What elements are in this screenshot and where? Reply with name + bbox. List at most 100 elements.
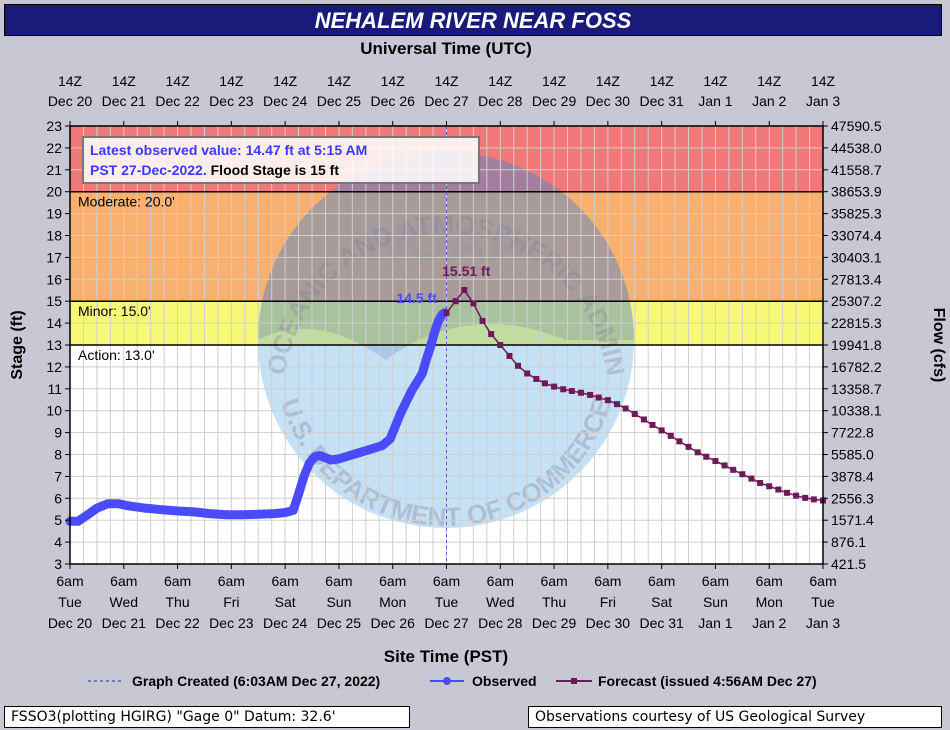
forecast-point xyxy=(640,416,647,423)
forecast-point xyxy=(766,483,773,490)
bottom-tick-date: Dec 22 xyxy=(155,615,200,631)
y-tick-label: 12 xyxy=(46,359,62,375)
top-tick-date: Jan 3 xyxy=(806,93,840,109)
y-tick-label: 21 xyxy=(46,162,62,178)
flow-tick-label: 421.5 xyxy=(831,556,866,572)
top-tick-time: 14Z xyxy=(58,73,83,89)
forecast-point xyxy=(497,342,504,348)
top-tick-date: Dec 27 xyxy=(424,93,469,109)
y-tick-label: 5 xyxy=(54,512,62,528)
bottom-tick-date: Jan 2 xyxy=(752,615,786,631)
y-tick-label: 17 xyxy=(46,249,62,265)
legend-created-label: Graph Created (6:03AM Dec 27, 2022) xyxy=(132,673,380,689)
top-tick-time: 14Z xyxy=(327,73,352,89)
flow-tick-label: 33074.4 xyxy=(831,228,882,244)
bottom-tick-time: 6am xyxy=(648,573,675,589)
forecast-point xyxy=(694,449,701,456)
top-tick-date: Dec 24 xyxy=(263,93,308,109)
forecast-point xyxy=(622,405,629,412)
flow-tick-label: 5585.0 xyxy=(831,447,874,463)
top-tick-time: 14Z xyxy=(112,73,137,89)
bottom-tick-day: Mon xyxy=(756,594,783,610)
forecast-point xyxy=(479,317,486,324)
forecast-point xyxy=(443,309,450,316)
forecast-point xyxy=(649,421,656,428)
bottom-tick-time: 6am xyxy=(56,573,83,589)
y-tick-label: 19 xyxy=(46,206,62,222)
threshold-label-action: Action: 13.0' xyxy=(78,347,155,363)
bottom-tick-day: Sun xyxy=(326,594,351,610)
top-tick-time: 14Z xyxy=(434,73,459,89)
forecast-point xyxy=(783,489,790,496)
top-tick-date: Jan 2 xyxy=(752,93,786,109)
forecast-point xyxy=(793,492,800,499)
forecast-point xyxy=(488,331,495,338)
forecast-point xyxy=(658,427,665,434)
forecast-point xyxy=(810,496,817,503)
bottom-tick-time: 6am xyxy=(702,573,729,589)
y-tick-label: 13 xyxy=(46,337,62,353)
observed-latest-label: 14.5 ft xyxy=(396,290,437,306)
y-tick-label: 23 xyxy=(46,118,62,134)
forecast-point xyxy=(748,475,755,482)
forecast-point xyxy=(595,394,602,401)
forecast-point xyxy=(533,375,540,382)
flow-tick-label: 16782.2 xyxy=(831,359,882,375)
flow-tick-label: 22815.3 xyxy=(831,315,882,331)
forecast-point xyxy=(685,443,692,450)
bottom-tick-time: 6am xyxy=(809,573,836,589)
forecast-point xyxy=(515,362,522,369)
bottom-tick-date: Dec 25 xyxy=(317,615,362,631)
y-tick-label: 15 xyxy=(46,293,62,309)
forecast-point xyxy=(667,432,674,439)
observed-series-line xyxy=(65,308,450,526)
legend-forecast-marker xyxy=(571,678,577,684)
flow-tick-label: 13358.7 xyxy=(831,381,882,397)
y-tick-label: 9 xyxy=(54,425,62,441)
forecast-point xyxy=(470,300,477,307)
bottom-tick-time: 6am xyxy=(164,573,191,589)
bottom-tick-date: Dec 20 xyxy=(48,615,93,631)
bottom-tick-date: Dec 24 xyxy=(263,615,308,631)
top-tick-time: 14Z xyxy=(542,73,567,89)
y-tick-label: 7 xyxy=(54,468,62,484)
bottom-tick-day: Fri xyxy=(600,594,616,610)
y-tick-label: 4 xyxy=(54,534,62,550)
bottom-tick-day: Wed xyxy=(110,594,139,610)
flow-tick-label: 25307.2 xyxy=(831,293,882,309)
flow-tick-label: 44538.0 xyxy=(831,140,882,156)
top-tick-time: 14Z xyxy=(596,73,621,89)
threshold-label-moderate: Moderate: 20.0' xyxy=(78,194,175,210)
bottom-tick-date: Dec 29 xyxy=(532,615,577,631)
top-tick-date: Dec 30 xyxy=(586,93,631,109)
top-tick-date: Dec 20 xyxy=(48,93,93,109)
usgs-credit-footer: Observations courtesy of US Geological S… xyxy=(528,706,942,728)
flow-tick-label: 876.1 xyxy=(831,534,866,550)
top-tick-time: 14Z xyxy=(757,73,782,89)
flow-tick-label: 2556.3 xyxy=(831,490,874,506)
bottom-tick-date: Dec 21 xyxy=(102,615,147,631)
forecast-point xyxy=(541,380,548,387)
top-axis-title: Universal Time (UTC) xyxy=(360,39,532,58)
bottom-tick-day: Sat xyxy=(651,594,672,610)
y-tick-label: 11 xyxy=(47,381,62,397)
forecast-point xyxy=(730,466,737,473)
top-tick-time: 14Z xyxy=(811,73,836,89)
bottom-tick-day: Tue xyxy=(58,594,82,610)
y-tick-label: 22 xyxy=(46,140,62,156)
top-tick-time: 14Z xyxy=(219,73,244,89)
flow-tick-label: 38653.9 xyxy=(831,184,882,200)
flow-tick-label: 1571.4 xyxy=(831,512,874,528)
bottom-tick-time: 6am xyxy=(272,573,299,589)
bottom-tick-date: Dec 23 xyxy=(209,615,254,631)
flow-tick-label: 10338.1 xyxy=(831,403,882,419)
top-tick-date: Dec 31 xyxy=(639,93,684,109)
forecast-point xyxy=(703,453,710,460)
flow-tick-label: 3878.4 xyxy=(831,468,874,484)
bottom-tick-date: Jan 3 xyxy=(806,615,840,631)
forecast-point xyxy=(524,370,531,377)
bottom-tick-time: 6am xyxy=(433,573,460,589)
top-tick-date: Dec 21 xyxy=(102,93,147,109)
